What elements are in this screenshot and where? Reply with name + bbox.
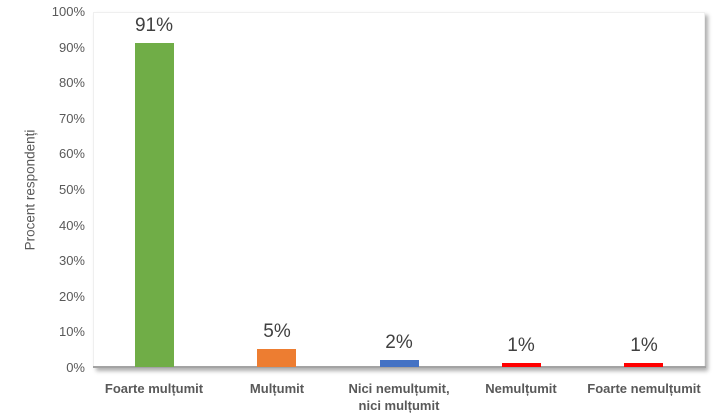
bar-data-label: 2%: [385, 332, 413, 353]
y-tick-label: 0%: [66, 360, 85, 375]
y-tick-label: 30%: [58, 253, 85, 269]
category-label: Foarte nemulțumit: [587, 381, 701, 396]
plot-area: [93, 12, 705, 368]
y-tick-label: 90%: [58, 39, 85, 55]
y-tick-label: 40%: [58, 217, 85, 233]
y-tick-label: 100%: [51, 4, 85, 19]
y-tick-label: 50%: [58, 182, 85, 197]
bar: [380, 360, 419, 367]
category-label: Nici nemulțumit, nici mulțumit: [348, 381, 450, 413]
bar: [135, 43, 174, 367]
category-label: Mulțumit: [249, 381, 305, 396]
y-tick-label: 10%: [58, 324, 85, 340]
bar: [257, 349, 296, 367]
bar: [624, 363, 663, 367]
y-tick-label: 80%: [58, 75, 85, 91]
category-label: Nemulțumit: [485, 381, 557, 396]
bar-data-label: 91%: [134, 15, 174, 36]
bar-data-label: 5%: [263, 321, 291, 342]
category-label: Foarte mulțumit: [104, 381, 204, 396]
y-tick-label: 60%: [58, 146, 85, 162]
y-tick-label: 70%: [58, 110, 85, 126]
y-tick-label: 20%: [58, 288, 85, 304]
bar-data-label: 1%: [630, 335, 658, 356]
bar: [502, 363, 541, 367]
x-axis-line: [93, 366, 706, 368]
bar-data-label: 1%: [507, 335, 535, 356]
